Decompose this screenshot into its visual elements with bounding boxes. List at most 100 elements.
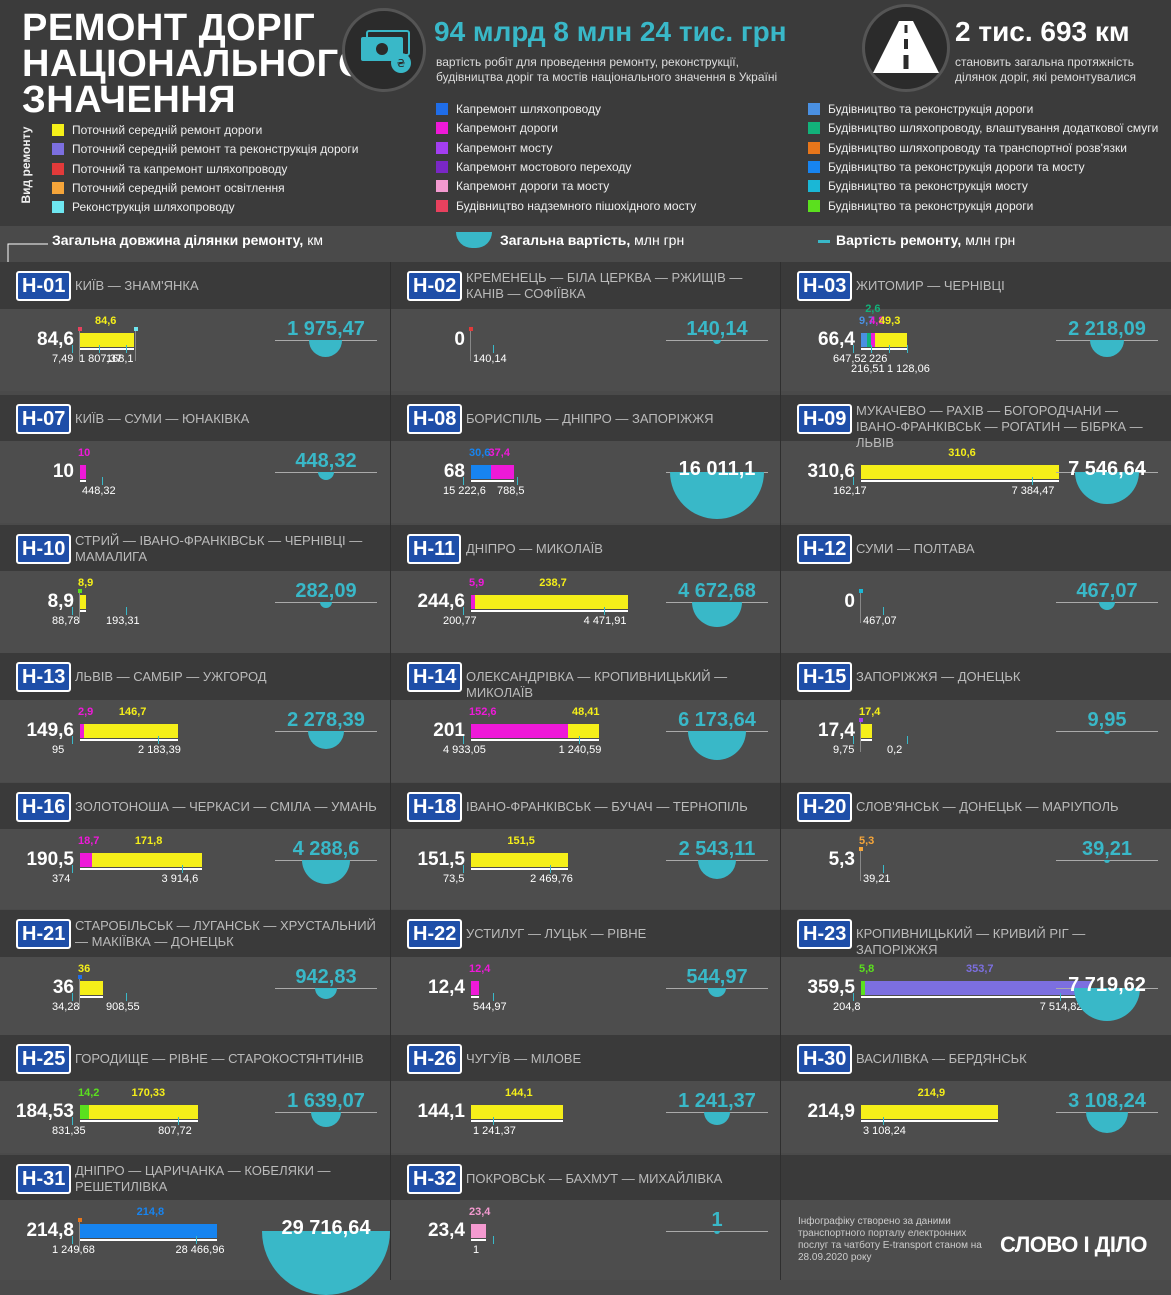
repair-cost-label: 7 514,82: [1039, 1001, 1083, 1013]
cost-tick: [72, 1117, 73, 1125]
segment-label: 8,9: [78, 577, 94, 589]
total-length: 310,6: [807, 461, 855, 482]
bar-segment: [861, 333, 868, 347]
cost-tick: [1031, 477, 1033, 485]
repair-cost-label: 544,97: [473, 1001, 507, 1013]
total-cost-value: 1 639,07: [287, 1090, 365, 1112]
svg-text:₴: ₴: [397, 57, 406, 70]
total-cost-value: 7 546,64: [1068, 458, 1146, 480]
repair-cost-label: 1 241,37: [473, 1125, 516, 1137]
cost-tick: [158, 736, 160, 744]
road-name: Запоріжжя — Донецьк: [856, 669, 1021, 684]
road-name: Устилуг — Луцьк — Рівне: [466, 926, 647, 941]
total-cost-semicircle: [712, 340, 722, 345]
row-header-strip: [0, 525, 1171, 573]
total-length: 5,3: [828, 849, 855, 870]
road-name: Олександрівка — Кропивницький — Миколаїв: [466, 669, 728, 700]
road-code-badge: Н-03: [797, 271, 853, 301]
row-header-strip: [0, 1155, 1171, 1203]
total-length: 10: [52, 461, 74, 482]
road-name: Слов'янськ — Донецьк — Маріуполь: [856, 799, 1119, 814]
segment-label: 170,33: [131, 1087, 166, 1099]
road-code-badge: Н-18: [407, 792, 463, 822]
cost-tick: [102, 477, 103, 485]
dot-stem: [79, 979, 80, 1009]
repair-cost-label: 908,55: [106, 1001, 140, 1013]
road-code-badge: Н-23: [797, 919, 853, 949]
road-name: Городище — Рівне — Старокостянтинів: [75, 1051, 364, 1066]
legend-swatch: [436, 122, 448, 135]
cost-tick: [883, 1117, 884, 1125]
total-length: 0: [844, 591, 855, 612]
total-length: 23,4: [428, 1220, 465, 1241]
legend-swatch: [436, 103, 448, 115]
road-name: Кременець — Біла Церква — Ржищів — Канів…: [466, 270, 743, 301]
repair-cost-label: 3 914,6: [161, 873, 199, 885]
total-length: 66,4: [818, 329, 855, 350]
cost-tick: [126, 345, 127, 353]
repair-cost-label: 374: [52, 873, 71, 885]
bar-baseline: [80, 1120, 198, 1122]
legend-swatch: [52, 201, 64, 214]
total-length: 244,6: [417, 591, 465, 612]
repair-type-dot: [859, 847, 863, 851]
bar-baseline: [471, 1239, 486, 1241]
legend-swatch: [808, 103, 820, 115]
bar-baseline: [471, 610, 628, 612]
total-cost-semicircle: [319, 602, 333, 609]
road-name: Василівка — Бердянськ: [856, 1051, 1027, 1066]
legend-item: Будівництво та реконструкція дороги та м…: [808, 159, 1085, 175]
segment-label: 30,6: [469, 447, 491, 459]
legend-label: Поточний середній ремонт та реконструкці…: [72, 142, 359, 157]
legend-label: Капремонт дороги: [456, 121, 558, 136]
repair-cost-label: 3 108,24: [863, 1125, 906, 1137]
road-name: Львів — Самбір — Ужгород: [75, 669, 267, 684]
column-separator: [780, 262, 781, 1280]
legend-swatch: [808, 141, 820, 154]
repair-type-dot: [859, 718, 863, 722]
bar-baseline: [861, 739, 873, 741]
segment-label: 152,6: [469, 706, 497, 718]
segment-label: 37,4: [488, 447, 510, 459]
segment-label: 353,7: [965, 963, 994, 975]
bar-segment: [471, 724, 569, 738]
segment-label: 5,9: [469, 577, 485, 589]
total-cost-value: 2 543,11: [678, 838, 756, 860]
total-cost-value: 140,14: [686, 318, 748, 340]
total-length: 144,1: [417, 1101, 465, 1122]
road-code-badge: Н-14: [407, 662, 463, 692]
bar-segment: [80, 981, 103, 995]
legend-label: Будівництво та реконструкція мосту: [828, 179, 1028, 194]
bar-segment: [80, 853, 92, 867]
legend-swatch: [52, 143, 64, 156]
credits: Інфографіку створено за даними транспорт…: [798, 1216, 982, 1263]
cost-tick: [463, 736, 464, 744]
cost-tick: [550, 865, 552, 873]
bar-segment: [861, 465, 1060, 479]
legend-swatch: [436, 160, 448, 173]
repair-cost-label: 15 222,6: [443, 485, 486, 497]
road-code-badge: Н-32: [407, 1164, 463, 1194]
segment-label: 14,2: [78, 1087, 100, 1099]
page-title: РЕМОНТ ДОРІГ НАЦІОНАЛЬНОГО ЗНАЧЕННЯ: [22, 7, 369, 121]
bar-segment: [861, 981, 865, 995]
cost-tick: [883, 607, 884, 615]
legend-swatch: [436, 199, 448, 212]
road-name: Покровськ — Бахмут — Михайлівка: [466, 1171, 723, 1186]
total-cost-value: 16 011,1: [678, 458, 756, 480]
road-code-badge: Н-11: [407, 534, 462, 564]
repair-type-dot: [78, 1218, 82, 1222]
road-icon: [862, 4, 950, 92]
road-code-badge: Н-22: [407, 919, 463, 949]
total-length: 214,9: [807, 1101, 855, 1122]
total-cost-value: 6 173,64: [678, 709, 756, 731]
repair-cost-label: 448,32: [82, 485, 116, 497]
cost-tick: [889, 345, 890, 353]
total-cost-value: 467,07: [1076, 580, 1138, 602]
total-cost-semicircle: [309, 340, 343, 357]
total-cost-semicircle: [703, 1112, 731, 1126]
key-length: Загальна довжина ділянки ремонту, км: [52, 232, 323, 248]
total-cost-value: 448,32: [295, 450, 357, 472]
bar-baseline: [471, 1120, 564, 1122]
cost-tick: [195, 1236, 197, 1244]
